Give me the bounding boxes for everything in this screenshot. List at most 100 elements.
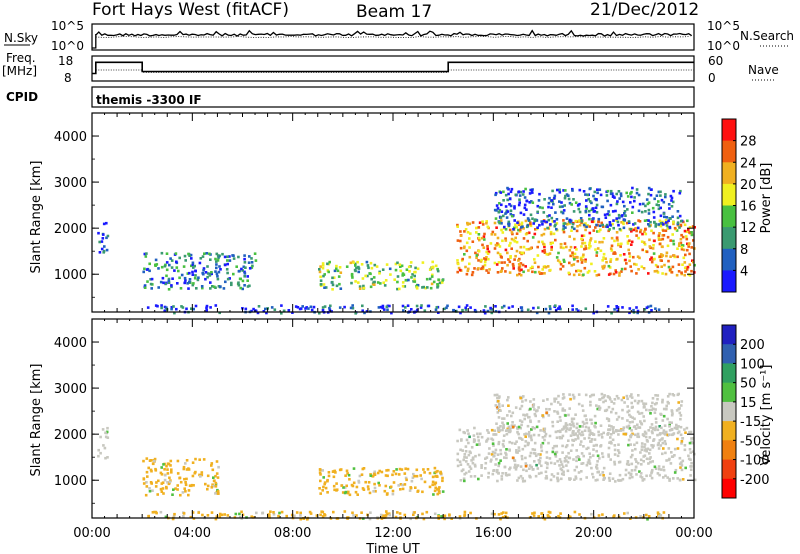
echo-cell	[354, 262, 357, 266]
echo-cell	[437, 487, 440, 490]
echo-cell	[510, 247, 513, 250]
echo-cell	[643, 419, 646, 423]
echo-cell	[577, 207, 581, 211]
echo-cell	[628, 259, 631, 263]
echo-cell	[665, 404, 668, 408]
echo-cell	[498, 221, 502, 225]
echo-cell	[568, 201, 572, 205]
echo-cell	[210, 272, 213, 276]
echo-cell	[410, 479, 414, 483]
time-axis: 00:00 04:00 08:00 12:00 16:00 20:00 00:00	[73, 526, 712, 541]
echo-cell	[464, 450, 468, 453]
colorbar-segment	[722, 401, 736, 422]
echo-cell	[520, 251, 524, 255]
echo-cell	[243, 270, 246, 274]
echo-cell	[432, 280, 436, 284]
echo-cell	[460, 469, 464, 473]
echo-cell	[431, 260, 434, 264]
echo-cell	[371, 475, 374, 478]
echo-cell	[407, 278, 410, 282]
echo-cell	[250, 309, 253, 313]
echo-cell	[543, 430, 546, 433]
echo-cell	[582, 190, 586, 193]
echo-cell	[176, 484, 179, 487]
echo-cell	[510, 424, 514, 427]
echo-cell	[433, 466, 437, 470]
echo-cell	[533, 232, 537, 236]
echo-cell	[679, 417, 682, 421]
echo-cell	[498, 429, 502, 432]
echo-cell	[328, 260, 331, 264]
echo-cell	[561, 205, 564, 208]
ytick-label: 4000	[54, 336, 87, 351]
echo-cell	[529, 222, 532, 226]
echo-cell	[671, 200, 675, 204]
echo-cell	[413, 474, 416, 478]
velocity-cbar-label: Velocity [m s⁻¹]	[759, 365, 774, 466]
echo-cell	[160, 306, 163, 310]
echo-cell	[468, 222, 472, 226]
echo-cell	[146, 280, 149, 283]
echo-cell	[666, 400, 670, 404]
echo-cell	[666, 244, 670, 248]
echo-cell	[617, 242, 620, 246]
echo-cell	[178, 276, 181, 280]
echo-cell	[640, 210, 644, 214]
echo-cell	[340, 484, 343, 487]
echo-cell	[331, 276, 334, 280]
echo-cell	[666, 417, 669, 421]
echo-cell	[562, 396, 566, 399]
echo-cell	[463, 253, 466, 256]
echo-cell	[565, 444, 569, 447]
echo-cell	[687, 228, 690, 231]
echo-cell	[507, 404, 510, 407]
echo-cell	[519, 273, 523, 277]
echo-cell	[537, 420, 541, 423]
echo-cell	[471, 457, 475, 460]
echo-cell	[185, 459, 189, 462]
echo-cell	[617, 451, 621, 454]
echo-cell	[409, 486, 413, 490]
echo-cell	[621, 408, 624, 412]
echo-cell	[648, 224, 651, 228]
echo-cell	[535, 311, 539, 315]
echo-cell	[167, 281, 171, 284]
echo-cell	[318, 270, 322, 274]
echo-cell	[676, 216, 680, 220]
echo-cell	[150, 469, 153, 473]
echo-cell	[201, 286, 204, 290]
echo-cell	[176, 282, 179, 285]
echo-cell	[395, 468, 398, 471]
echo-cell	[625, 191, 628, 195]
echo-cell	[169, 257, 172, 260]
echo-cell	[547, 311, 551, 315]
echo-cell	[216, 476, 220, 479]
echo-cell	[485, 456, 489, 459]
echo-cell	[637, 268, 640, 271]
echo-cell	[676, 221, 680, 224]
echo-cell	[623, 204, 626, 208]
echo-cell	[250, 266, 254, 269]
echo-cell	[576, 455, 580, 458]
echo-cell	[587, 269, 591, 273]
echo-cell	[614, 271, 618, 274]
echo-cell	[573, 258, 576, 261]
echo-cell	[156, 493, 159, 496]
echo-cell	[378, 469, 381, 473]
echo-cell	[163, 264, 167, 268]
echo-cell	[592, 433, 596, 436]
echo-cell	[676, 447, 680, 450]
echo-cell	[502, 417, 506, 420]
echo-cell	[522, 395, 525, 398]
echo-cell	[514, 406, 518, 409]
echo-cell	[523, 203, 527, 207]
echo-cell	[636, 432, 640, 436]
echo-cell	[622, 222, 625, 226]
echo-cell	[583, 437, 586, 440]
echo-cell	[446, 304, 449, 308]
echo-cell	[239, 286, 242, 290]
echo-cell	[596, 247, 600, 250]
echo-cell	[617, 433, 620, 436]
echo-cell	[594, 226, 597, 229]
echo-cell	[234, 512, 238, 516]
